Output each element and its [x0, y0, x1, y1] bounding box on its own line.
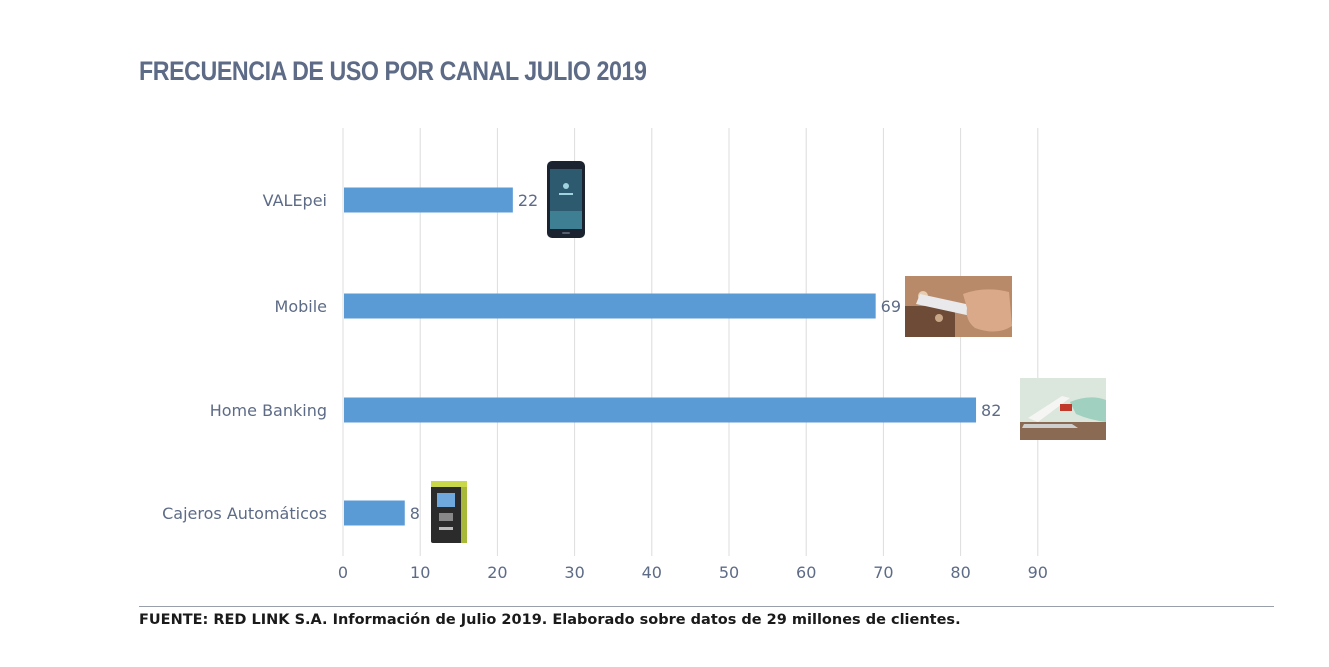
phone-text-line [559, 193, 573, 195]
atm-keypad [439, 513, 453, 521]
phone-in-hand [916, 294, 975, 316]
category-label: Cajeros Automáticos [162, 504, 327, 523]
atm-side-trim [461, 487, 467, 543]
source-divider [139, 606, 1274, 607]
bars [344, 187, 977, 526]
hand-phone-photo-icon [905, 276, 1012, 337]
x-tick-label: 80 [950, 563, 970, 582]
x-tick-label: 50 [719, 563, 739, 582]
laptop-screen [1028, 396, 1070, 422]
bar [344, 293, 876, 319]
bar [344, 500, 405, 526]
photo-shadow [905, 306, 955, 337]
bokeh-light [935, 314, 943, 322]
labels: 0 10 20 30 40 50 60 70 80 90 VALEpei 22 Mobile 69 Home… [162, 191, 1048, 582]
value-label: 8 [410, 504, 420, 523]
credit-card [1060, 404, 1072, 411]
chart-title: FRECUENCIA DE USO POR CANAL JULIO 2019 [139, 56, 647, 86]
category-label: VALEpei [263, 191, 327, 210]
bar-chart: 0 10 20 30 40 50 60 70 80 90 VALEpei 22 Mobile 69 Home… [162, 128, 1106, 582]
phone-screen-band [550, 211, 582, 229]
value-label: 22 [518, 191, 538, 210]
bar [344, 397, 977, 423]
x-tick-label: 10 [410, 563, 430, 582]
x-tick-label: 60 [796, 563, 816, 582]
x-tick-label: 30 [564, 563, 584, 582]
category-label: Mobile [275, 297, 327, 316]
value-label: 69 [881, 297, 901, 316]
x-tick-label: 40 [642, 563, 662, 582]
x-tick-label: 70 [873, 563, 893, 582]
x-tick-label: 90 [1028, 563, 1048, 582]
value-label: 82 [981, 401, 1001, 420]
phone-logo [563, 183, 569, 189]
atm-top-trim [431, 481, 467, 487]
laptop-payment-photo-icon [1020, 378, 1106, 440]
source-note: FUENTE: RED LINK S.A. Información de Jul… [139, 612, 961, 628]
hand-shape [963, 289, 1012, 332]
x-tick-label: 0 [338, 563, 348, 582]
laptop-base [1022, 424, 1078, 428]
x-tick-label: 20 [487, 563, 507, 582]
atm-slot [439, 527, 453, 530]
category-photos [431, 161, 1106, 543]
sleeve [1070, 397, 1106, 422]
phone-button [562, 232, 570, 234]
smartphone-icon [547, 161, 585, 238]
atm-machine-icon [431, 481, 467, 543]
atm-screen [437, 493, 455, 507]
category-label: Home Banking [210, 401, 327, 420]
bar [344, 187, 513, 213]
